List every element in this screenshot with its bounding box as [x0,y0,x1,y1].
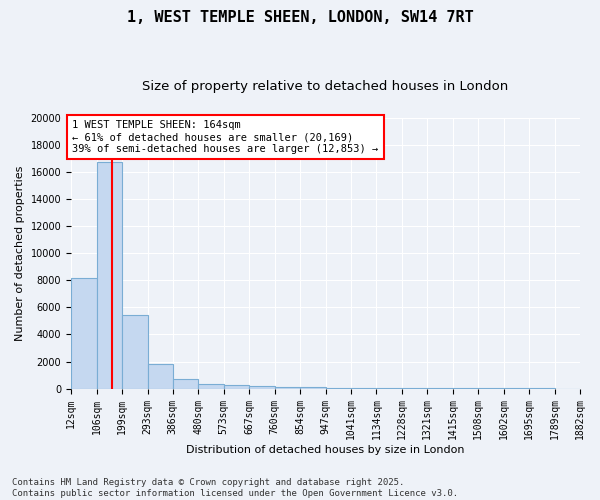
Bar [97,162,122,388]
Title: Size of property relative to detached houses in London: Size of property relative to detached ho… [142,80,509,93]
Text: Contains HM Land Registry data © Crown copyright and database right 2025.
Contai: Contains HM Land Registry data © Crown c… [12,478,458,498]
Bar [71,278,97,388]
Y-axis label: Number of detached properties: Number of detached properties [15,166,25,341]
X-axis label: Distribution of detached houses by size in London: Distribution of detached houses by size … [186,445,465,455]
Bar [224,385,250,388]
Text: 1, WEST TEMPLE SHEEN, LONDON, SW14 7RT: 1, WEST TEMPLE SHEEN, LONDON, SW14 7RT [127,10,473,25]
Bar [122,316,148,388]
Bar [148,364,173,388]
Bar [250,386,275,388]
Bar [173,379,199,388]
Bar [199,384,224,388]
Bar [275,387,300,388]
Text: 1 WEST TEMPLE SHEEN: 164sqm
← 61% of detached houses are smaller (20,169)
39% of: 1 WEST TEMPLE SHEEN: 164sqm ← 61% of det… [73,120,379,154]
